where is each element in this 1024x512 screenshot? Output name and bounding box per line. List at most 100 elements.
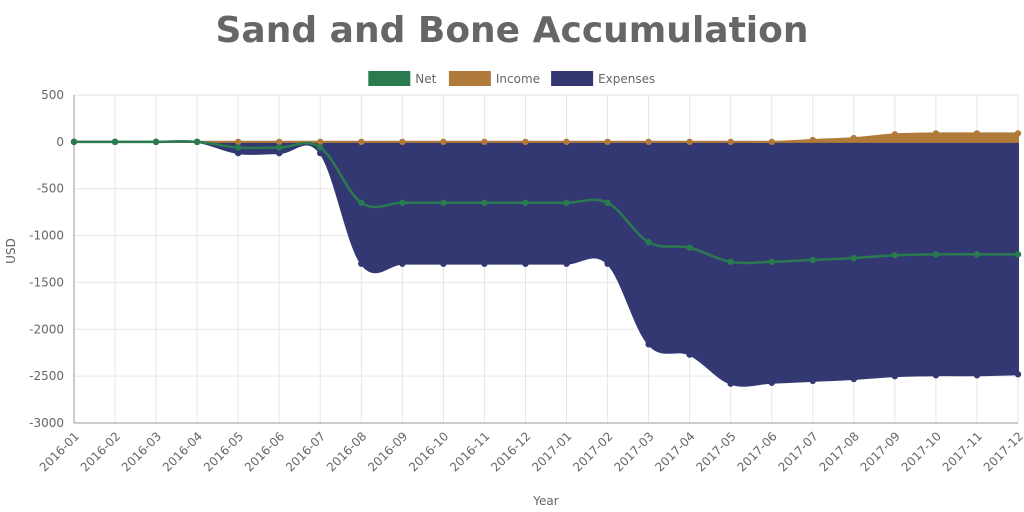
income-point (317, 138, 324, 146)
expenses-point (891, 372, 899, 380)
income-point (563, 138, 570, 146)
legend-swatch-expenses (551, 71, 594, 86)
income-point (891, 131, 899, 138)
net-point (234, 144, 242, 151)
x-tick-label: 2016-11 (447, 429, 492, 474)
x-tick-label: 2016-02 (78, 429, 123, 474)
income-point (522, 138, 529, 146)
net-point (1014, 251, 1022, 258)
net-point (70, 138, 78, 146)
expenses-point (399, 260, 406, 267)
y-tick-label: -1000 (29, 229, 64, 243)
income-point (850, 134, 858, 142)
net-point (727, 258, 734, 266)
x-tick-label: 2017-01 (529, 429, 574, 474)
expenses-point (481, 260, 488, 267)
y-tick-label: -1500 (29, 275, 64, 289)
x-tick-label: 2016-08 (324, 429, 369, 474)
legend-swatch-net (368, 71, 411, 86)
net-point (973, 251, 981, 258)
income-point (768, 138, 775, 146)
expenses-point (604, 260, 611, 267)
expenses-point (440, 260, 447, 267)
expenses-point (727, 380, 734, 387)
x-tick-label: 2017-08 (817, 429, 862, 474)
legend-swatch-income (448, 71, 491, 86)
expenses-point (563, 260, 570, 267)
x-tick-label: 2016-03 (119, 429, 164, 474)
expenses-point (809, 377, 816, 385)
legend-label-income: Income (496, 72, 540, 86)
x-tick-label: 2016-07 (283, 429, 328, 474)
income-point (276, 138, 283, 146)
x-tick-label: 2017-04 (652, 429, 697, 474)
legend-label-expenses: Expenses (598, 72, 655, 86)
x-tick-label: 2016-04 (160, 429, 205, 474)
net-point (481, 199, 488, 206)
income-point (686, 138, 693, 146)
income-point (727, 138, 734, 146)
expenses-point (932, 372, 940, 379)
expenses-point (276, 149, 283, 157)
income-point (604, 138, 611, 146)
expenses-point (850, 375, 858, 383)
net-point (563, 199, 570, 206)
net-point (440, 199, 447, 206)
net-point (317, 144, 324, 151)
expenses-point (522, 260, 529, 267)
y-tick-label: -2500 (29, 369, 64, 383)
x-tick-label: 2016-12 (488, 429, 533, 474)
x-tick-label: 2017-10 (899, 429, 944, 474)
y-axis-title: USD (4, 238, 18, 264)
net-point (399, 199, 406, 206)
expenses-point (686, 351, 693, 358)
expenses-area (73, 139, 1019, 387)
income-point (440, 138, 447, 146)
x-tick-label: 2017-02 (570, 429, 615, 474)
y-tick-label: -2000 (29, 322, 64, 336)
net-point (604, 199, 611, 206)
income-point (234, 138, 242, 146)
expenses-point (234, 149, 242, 157)
chart-title: Sand and Bone Accumulation (215, 10, 809, 51)
income-point (399, 138, 406, 146)
net-point (193, 138, 201, 146)
expenses-point (645, 341, 652, 348)
net-point (645, 238, 652, 246)
x-axis-title: Year (532, 494, 558, 508)
net-point (809, 256, 816, 264)
expenses-point (1014, 371, 1022, 378)
x-tick-label: 2016-09 (365, 429, 410, 474)
net-point (522, 199, 529, 206)
income-point (973, 130, 981, 137)
net-point (686, 244, 693, 251)
expenses-point (358, 260, 365, 267)
y-tick-label: 0 (56, 135, 64, 149)
x-tick-label: 2017-11 (940, 429, 985, 474)
net-point (111, 138, 119, 146)
income-point (358, 138, 365, 146)
net-point (276, 144, 283, 151)
x-tick-label: 2016-01 (37, 429, 82, 474)
x-tick-label: 2017-06 (734, 429, 779, 474)
y-tick-label: 500 (41, 88, 64, 102)
x-tick-label: 2017-05 (693, 429, 738, 474)
net-point (768, 258, 775, 266)
income-point (481, 138, 488, 146)
x-tick-label: 2017-07 (775, 429, 820, 474)
income-point (1014, 130, 1022, 137)
income-point (932, 130, 940, 137)
x-tick-label: 2016-10 (406, 429, 451, 474)
x-tick-label: 2016-05 (201, 429, 246, 474)
x-tick-label: 2016-06 (242, 429, 287, 474)
legend-label-net: Net (415, 72, 436, 86)
income-area (73, 132, 1019, 144)
net-point (891, 252, 899, 259)
income-point (809, 136, 816, 144)
expenses-point (768, 379, 775, 386)
x-tick-label: 2017-12 (981, 429, 1024, 474)
x-tick-label: 2017-03 (611, 429, 656, 474)
expenses-point (317, 149, 324, 157)
net-point (152, 138, 160, 146)
